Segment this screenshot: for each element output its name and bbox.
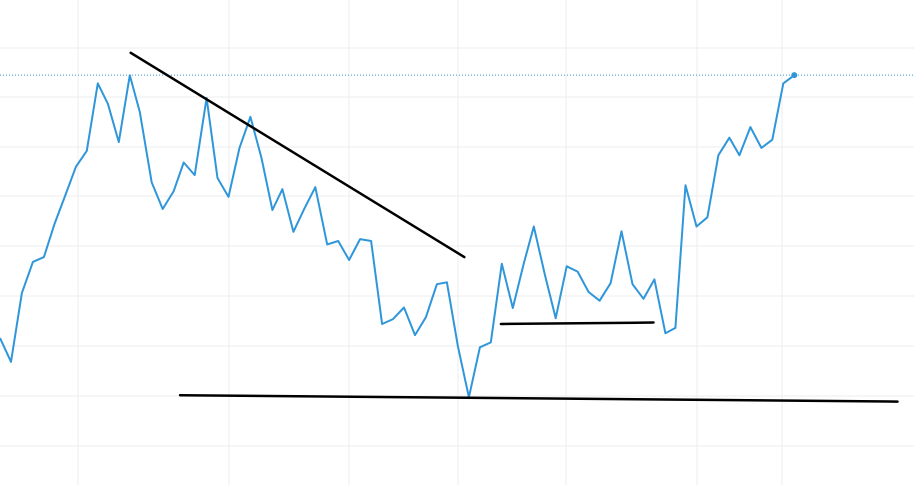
trend-line-drawing[interactable] [499,321,655,326]
last-price-point [791,72,798,79]
trend-line-drawing[interactable] [178,394,899,403]
drawings-layer[interactable] [129,51,899,403]
trend-line-drawing[interactable] [129,51,466,259]
price-series-line [0,74,795,399]
series-layer [0,72,914,399]
